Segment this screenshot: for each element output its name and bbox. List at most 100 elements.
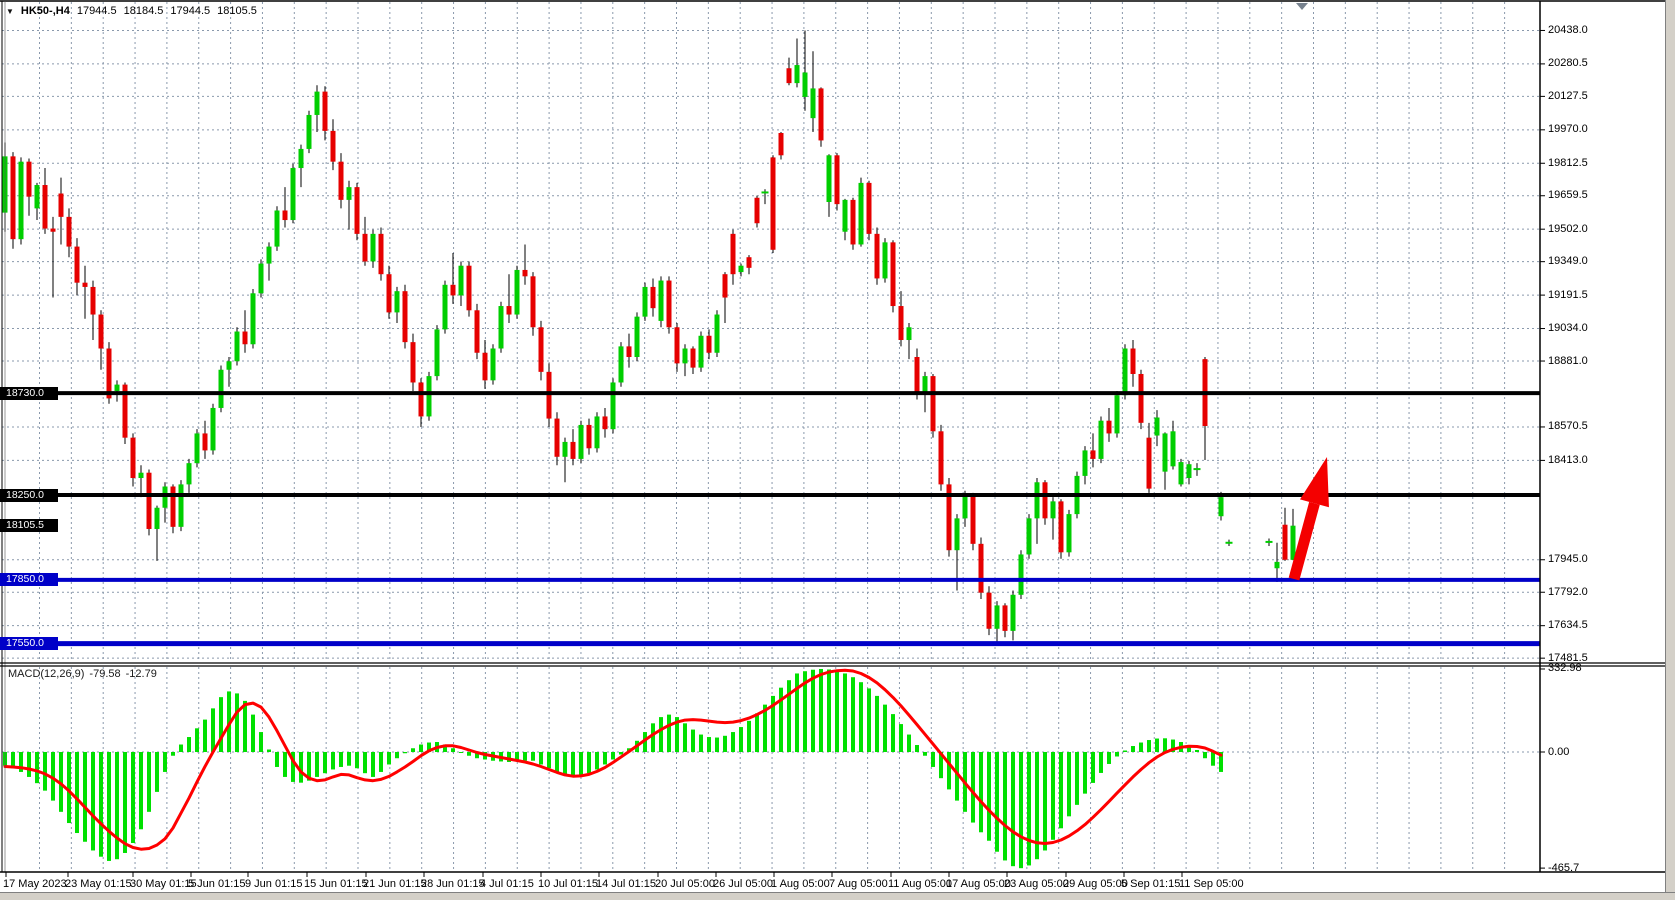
macd-histogram-bar [1203,752,1207,759]
candle-body-bull [442,284,448,330]
macd-histogram-bar [955,752,959,801]
price-tick-label: 19191.5 [1548,288,1588,301]
macd-histogram-bar [211,708,215,752]
macd-histogram-bar [907,734,911,752]
candle-body-bear [978,543,984,593]
macd-histogram-bar [651,723,655,752]
macd-histogram-bar [1011,752,1015,867]
macd-histogram-bar [1099,752,1103,773]
macd-histogram-bar [107,752,111,861]
macd-histogram-bar [571,752,575,777]
macd-histogram-bar [139,752,143,830]
candle-body-bull [738,265,744,273]
candle-body-bear [66,216,72,247]
macd-name: MACD(12,26,9) [8,668,85,680]
macd-histogram-bar [195,728,199,752]
candle-body-bull [426,376,432,417]
price-tick-label: 17634.5 [1548,619,1588,632]
candle-body-bear [1002,605,1008,631]
time-label: 28 Jun 01:15 [421,878,485,890]
window-frame-bottom [0,892,1675,900]
candle-body-bear [362,233,368,262]
candle-body-bear [650,286,656,309]
macd-histogram-bar [739,727,743,752]
candle-body-bear [378,233,384,275]
macd-histogram-bar [307,752,311,781]
candle-body-bear [1042,482,1048,519]
candle-body-bear [202,433,208,451]
candle-body-bull [1122,348,1128,396]
time-label: 26 Jul 05:00 [713,878,773,890]
macd-histogram-bar [283,752,287,777]
macd-histogram-bar [1107,752,1111,764]
macd-histogram-bar [163,752,167,772]
macd-histogram-bar [819,668,823,752]
time-label: 5 Sep 01:15 [1121,878,1181,890]
chart-shift-marker-icon[interactable] [1296,3,1308,10]
macd-histogram-bar [803,671,807,752]
macd-histogram-bar [1163,738,1167,752]
macd-histogram-bar [267,749,271,752]
macd-histogram-bar [443,744,447,752]
candle-body-bear [706,335,712,353]
candle-body-bear [690,348,696,368]
candle-body-bull [1114,395,1120,434]
macd-tick-label: 332.98 [1548,662,1582,675]
candle-body-bear [986,592,992,629]
trend-arrow-shaft[interactable] [1288,501,1320,581]
time-label: 23 Aug 05:00 [1004,878,1069,890]
price-tick-label: 17792.0 [1548,585,1588,598]
candle-body-bear [130,437,136,479]
candle-body-bear [914,356,920,394]
candle-body-bull [954,518,960,551]
macd-histogram-bar [947,752,951,790]
candle-body-bear [354,187,360,234]
candle-body-bear [242,331,248,345]
chart-dropdown-icon[interactable]: ▼ [6,6,14,16]
macd-histogram-bar [1195,750,1199,752]
time-label: 15 Jun 01:15 [304,878,368,890]
candle-body-bull [138,472,144,479]
candle-body-bull [578,424,584,459]
macd-histogram-bar [595,752,599,770]
macd-histogram-bar [299,752,303,783]
macd-histogram-bar [875,695,879,752]
macd-histogram-bar [643,732,647,752]
candle-body-bull [906,327,912,341]
macd-histogram-bar [747,720,751,752]
candle-body-bull [610,382,616,430]
trend-arrow-head[interactable] [1299,457,1329,508]
macd-histogram-bar [1067,752,1071,817]
macd-histogram-bar [795,673,799,752]
symbol-info-bar: ▼ HK50-,H4 17944.5 18184.5 17944.5 18105… [6,5,257,17]
macd-histogram-bar [275,752,279,767]
macd-histogram-bar [235,693,239,752]
candle-body-bear [586,424,592,449]
price-tag-18250.0: 18250.0 [0,488,58,502]
price-tick-label: 18881.0 [1548,354,1588,367]
candle-body-bull [962,495,968,519]
macd-histogram-bar [771,695,775,752]
candle-body-bear [530,276,536,328]
candle-body-bear [1090,450,1096,459]
time-label: 17 May 2023 [3,878,67,890]
macd-histogram-bar [667,714,671,752]
candle-body-bear [778,133,784,156]
macd-histogram-bar [723,735,727,752]
candle-body-bull [642,286,648,317]
macd-histogram-bar [91,752,95,851]
candle-body-bull [1154,417,1160,436]
macd-histogram-bar [371,752,375,777]
macd-histogram-bar [147,752,151,812]
candle-body-bear [402,291,408,343]
macd-histogram-bar [259,732,263,752]
macd-histogram-bar [555,752,559,772]
candle-body-bull [1026,518,1032,555]
candle-body-bull [826,155,832,203]
candle-body-bear [818,88,824,141]
time-label: 10 Jul 01:15 [538,878,598,890]
candle-body-bear [1146,437,1152,489]
candle-body-bear [322,91,328,131]
